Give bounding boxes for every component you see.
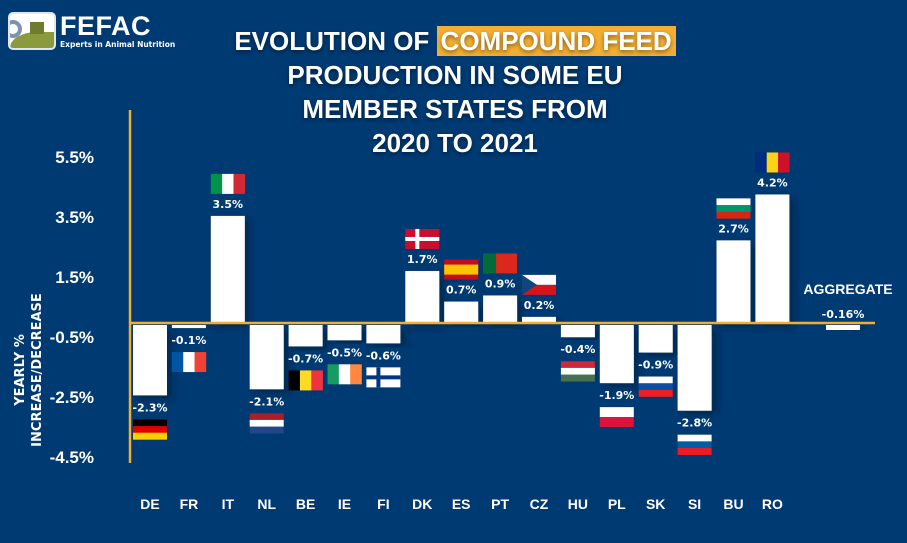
slovakia-flag xyxy=(638,376,673,397)
aggregate-label: AGGREGATE xyxy=(803,281,892,297)
finland-flag xyxy=(366,367,401,388)
x-tick-label: CZ xyxy=(530,496,549,512)
ireland-flag xyxy=(327,364,362,385)
x-tick-label: FI xyxy=(377,496,389,512)
data-label: -0.6% xyxy=(366,349,401,362)
data-label: 0.7% xyxy=(446,284,477,297)
czechia-flag xyxy=(522,274,556,295)
title-line3: MEMBER STATES FROM xyxy=(302,94,608,124)
bulgaria-flag xyxy=(716,198,751,219)
data-label: -0.5% xyxy=(327,346,362,359)
data-label: -2.3% xyxy=(132,401,167,414)
bar-PT xyxy=(483,295,518,323)
bar-aggregate xyxy=(826,325,860,330)
bar-IE xyxy=(327,325,362,341)
poland-flag xyxy=(599,407,634,428)
bar-IT xyxy=(210,215,245,323)
y-tick-label: 3.5% xyxy=(55,208,94,227)
bar-DE xyxy=(133,325,167,396)
fefac-logo-icon xyxy=(8,12,56,50)
title-highlight: COMPOUND FEED xyxy=(436,26,676,56)
x-tick-label: RO xyxy=(762,496,783,512)
spain-flag xyxy=(444,259,479,280)
x-tick-label: IT xyxy=(222,496,235,512)
netherlands-flag xyxy=(249,413,284,434)
x-tick-label: BE xyxy=(296,496,315,512)
x-tick-label: FR xyxy=(180,496,199,512)
y-tick-label: -2.5% xyxy=(50,388,94,407)
data-label: -2.1% xyxy=(249,395,284,408)
portugal-flag xyxy=(483,253,518,274)
x-tick-label: HU xyxy=(568,496,588,512)
data-label: -0.1% xyxy=(171,334,206,347)
title-line4: 2020 TO 2021 xyxy=(372,128,538,158)
y-tick-label: -0.5% xyxy=(50,328,94,347)
bar-SI xyxy=(677,325,712,411)
bar-BE xyxy=(288,325,323,347)
data-label: 0.2% xyxy=(524,299,555,312)
bar-PL xyxy=(599,325,634,384)
y-tick-label: -4.5% xyxy=(50,448,94,467)
x-tick-label: DE xyxy=(140,496,159,512)
slovenia-flag xyxy=(677,434,712,455)
belgium-flag xyxy=(288,370,323,391)
france-flag xyxy=(171,352,207,373)
bar-NL xyxy=(249,325,284,390)
y-tick-label: 5.5% xyxy=(55,148,94,167)
italy-flag xyxy=(210,173,246,194)
bar-DK xyxy=(405,270,440,323)
hungary-flag xyxy=(560,361,595,382)
denmark-flag xyxy=(405,228,440,249)
x-tick-label: PL xyxy=(608,496,626,512)
data-label: -0.4% xyxy=(560,343,595,356)
bar-CZ xyxy=(522,316,556,323)
x-tick-label: IE xyxy=(338,496,351,512)
bar-FR xyxy=(171,325,206,329)
data-label: 1.7% xyxy=(407,253,438,266)
title-line2: PRODUCTION IN SOME EU xyxy=(287,60,623,90)
bar-HU xyxy=(560,325,595,338)
data-label: 3.5% xyxy=(213,198,244,211)
x-tick-label: SK xyxy=(646,496,665,512)
data-label: -0.9% xyxy=(638,359,673,372)
data-label: -0.7% xyxy=(288,352,323,365)
data-label: -1.9% xyxy=(599,389,634,402)
fefac-logo: FEFAC Experts in Animal Nutrition xyxy=(8,12,175,50)
aggregate-value-label: -0.16% xyxy=(822,308,865,321)
data-label: 4.2% xyxy=(757,176,788,189)
x-tick-label: BU xyxy=(723,496,743,512)
logo-name: FEFAC xyxy=(60,11,152,42)
y-tick-label: 1.5% xyxy=(55,268,94,287)
x-tick-label: PT xyxy=(491,496,509,512)
logo-tagline: Experts in Animal Nutrition xyxy=(60,40,176,50)
bar-ES xyxy=(444,301,479,323)
bar-RO xyxy=(755,194,790,323)
x-tick-label: SI xyxy=(688,496,701,512)
bar-SK xyxy=(638,325,673,353)
title-line1-prefix: EVOLUTION OF xyxy=(234,26,437,56)
x-tick-label: ES xyxy=(452,496,471,512)
bar-BU xyxy=(716,240,751,323)
x-tick-label: DK xyxy=(412,496,432,512)
chart-title: EVOLUTION OF COMPOUND FEED PRODUCTION IN… xyxy=(190,24,720,160)
romania-flag xyxy=(755,152,790,173)
germany-flag xyxy=(133,419,167,440)
data-label: 2.7% xyxy=(718,222,749,235)
data-label: 0.9% xyxy=(485,277,516,290)
x-tick-label: NL xyxy=(257,496,276,512)
data-label: -2.8% xyxy=(677,417,712,430)
bar-FI xyxy=(366,325,401,344)
